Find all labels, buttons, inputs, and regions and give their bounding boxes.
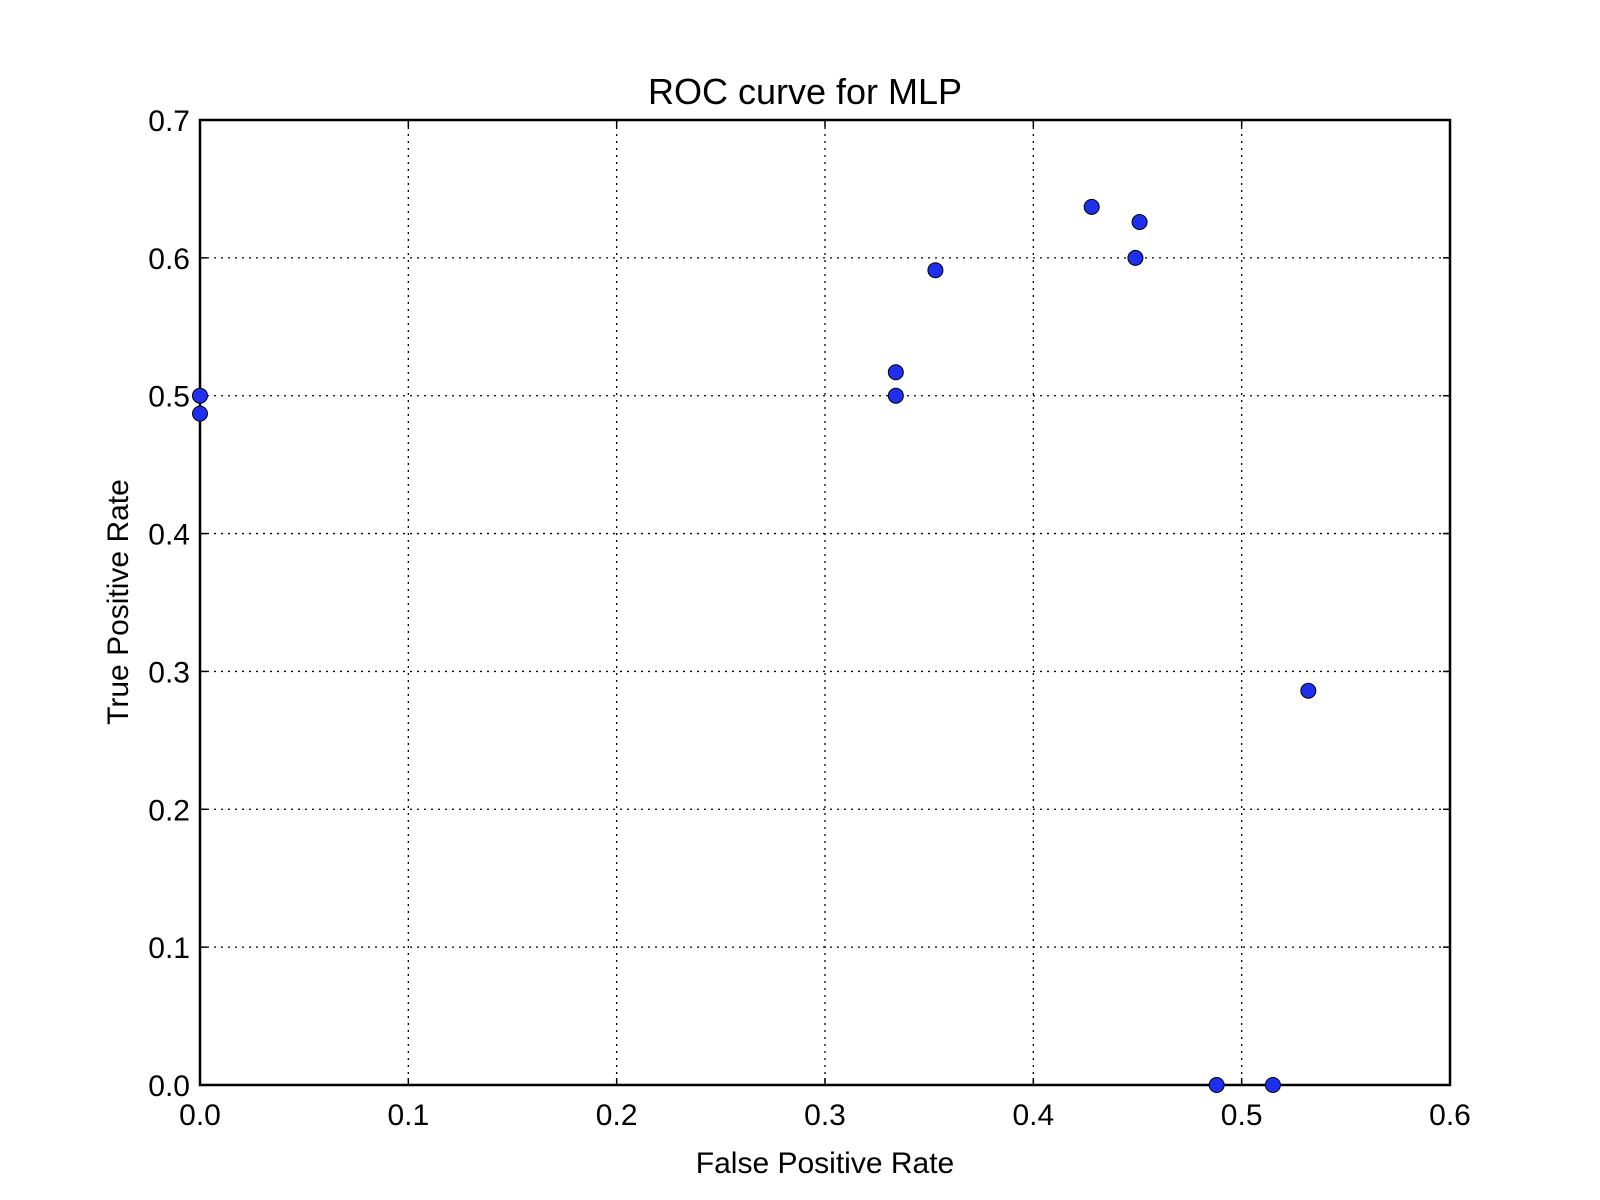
grid-lines bbox=[200, 120, 1450, 1085]
y-tick-label: 0.0 bbox=[148, 1070, 190, 1103]
plot-frame bbox=[198, 118, 1452, 1087]
x-tick-label: 0.4 bbox=[1012, 1099, 1054, 1132]
x-tick-label: 0.3 bbox=[804, 1099, 846, 1132]
x-axis-label: False Positive Rate bbox=[696, 1147, 954, 1180]
data-point bbox=[1264, 1077, 1281, 1093]
x-tick-label: 0.5 bbox=[1221, 1099, 1263, 1132]
y-tick-label: 0.6 bbox=[148, 243, 190, 276]
y-tick-labels: 0.0 0.1 0.2 0.3 0.4 0.5 0.6 0.7 bbox=[148, 105, 190, 1103]
data-points bbox=[192, 198, 1317, 1093]
data-point bbox=[192, 387, 208, 404]
y-tick-label: 0.4 bbox=[148, 519, 190, 552]
data-point bbox=[1131, 214, 1148, 231]
data-point bbox=[927, 262, 944, 279]
data-point bbox=[1300, 682, 1317, 699]
y-tick-label: 0.3 bbox=[148, 656, 190, 689]
data-point bbox=[1083, 198, 1100, 215]
x-tick-label: 0.2 bbox=[596, 1099, 638, 1132]
y-tick-label: 0.1 bbox=[148, 932, 190, 965]
y-tick-label: 0.7 bbox=[148, 105, 190, 138]
data-point bbox=[1127, 249, 1144, 266]
chart-title: ROC curve for MLP bbox=[648, 71, 962, 112]
x-tick-label: 0.0 bbox=[179, 1099, 221, 1132]
y-axis-label: True Positive Rate bbox=[102, 479, 135, 725]
x-tick-label: 0.6 bbox=[1429, 1099, 1471, 1132]
x-tick-labels: 0.0 0.1 0.2 0.3 0.4 0.5 0.6 bbox=[179, 1099, 1471, 1132]
y-tick-label: 0.5 bbox=[148, 381, 190, 414]
data-point bbox=[192, 405, 208, 422]
y-tick-label: 0.2 bbox=[148, 794, 190, 827]
data-point bbox=[1208, 1077, 1225, 1093]
x-tick-label: 0.1 bbox=[387, 1099, 429, 1132]
data-point bbox=[887, 364, 904, 381]
data-point bbox=[887, 387, 904, 404]
